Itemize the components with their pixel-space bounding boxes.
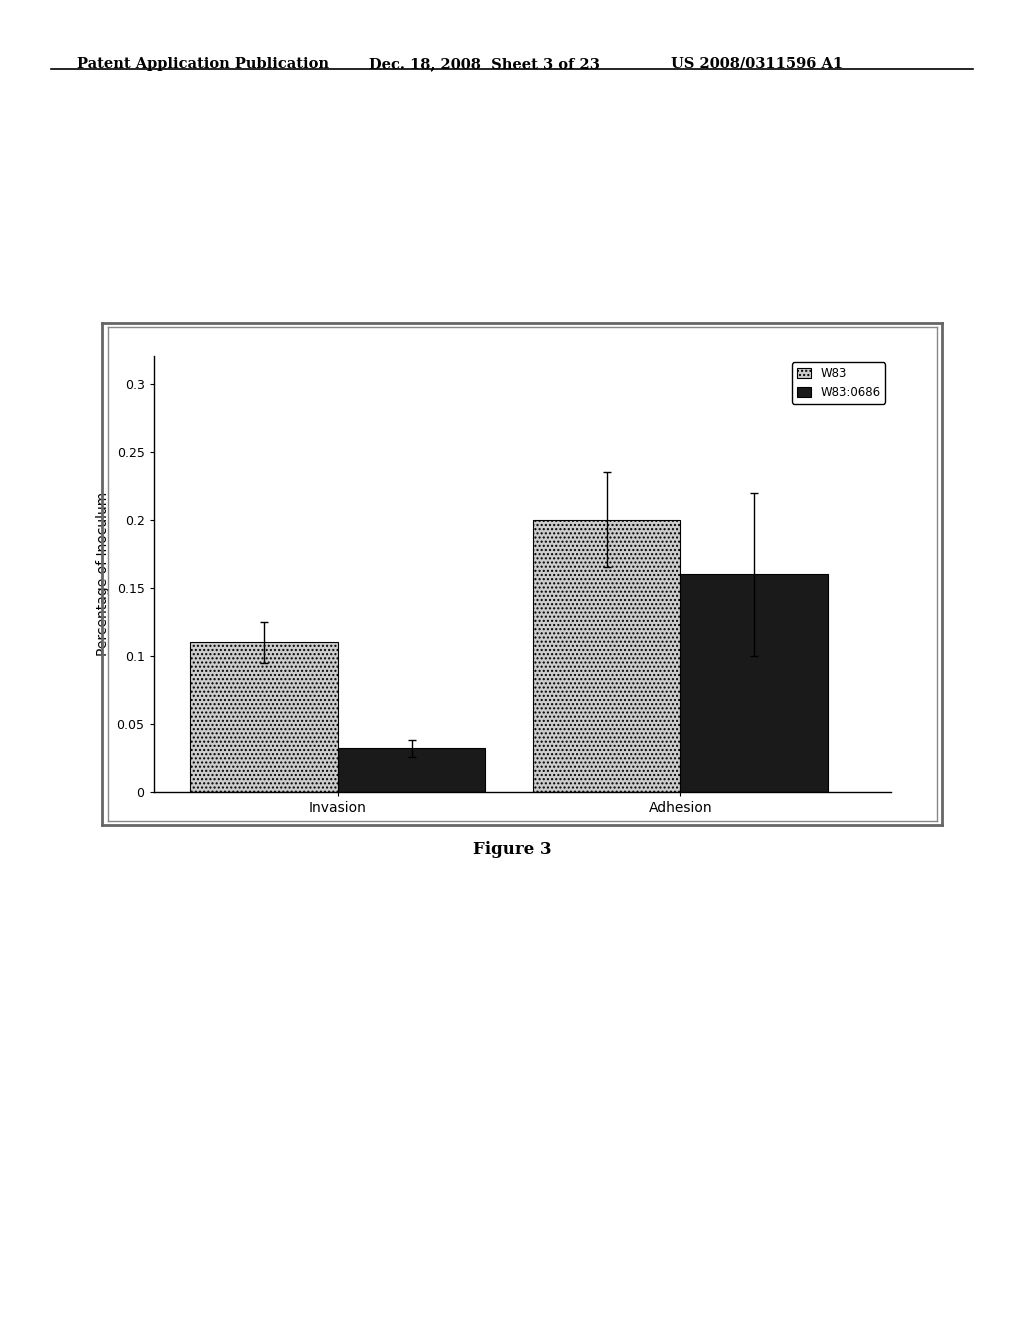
- Text: Dec. 18, 2008  Sheet 3 of 23: Dec. 18, 2008 Sheet 3 of 23: [369, 57, 599, 71]
- Bar: [680, 574, 827, 792]
- Y-axis label: Percentage of Inoculum: Percentage of Inoculum: [95, 492, 110, 656]
- Legend: W83, W83:0686: W83, W83:0686: [792, 362, 885, 404]
- Bar: [532, 520, 680, 792]
- Text: Figure 3: Figure 3: [473, 841, 551, 858]
- Text: Patent Application Publication: Patent Application Publication: [77, 57, 329, 71]
- Text: US 2008/0311596 A1: US 2008/0311596 A1: [671, 57, 843, 71]
- Bar: [190, 643, 338, 792]
- Bar: [338, 748, 485, 792]
